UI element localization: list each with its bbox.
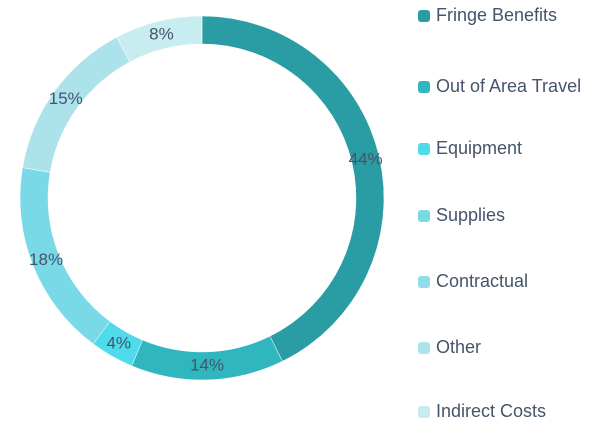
donut-slice <box>201 15 385 362</box>
data-label: 14% <box>190 355 224 374</box>
legend-label: Supplies <box>436 205 506 225</box>
data-label: 15% <box>49 89 83 108</box>
legend-item: Out of Area Travel <box>418 76 586 97</box>
legend-label: Contractual <box>436 271 529 291</box>
legend-label: Out of Area Travel <box>436 76 582 96</box>
legend-swatch <box>418 276 430 288</box>
legend-item: Indirect Costs <box>418 401 586 422</box>
data-label: 4% <box>106 333 131 352</box>
legend-item: Supplies <box>418 205 586 226</box>
legend-swatch <box>418 406 430 418</box>
legend-swatch <box>418 342 430 354</box>
legend-swatch <box>418 210 430 222</box>
legend-swatch <box>418 10 430 22</box>
legend-label: Other <box>436 337 482 357</box>
data-label: 18% <box>29 250 63 269</box>
legend-label: Indirect Costs <box>436 401 547 421</box>
data-label: 8% <box>149 24 174 43</box>
legend-item: Equipment <box>418 138 586 159</box>
legend-item: Other <box>418 337 586 358</box>
donut-slice <box>116 15 203 63</box>
legend-item: Fringe Benefits <box>418 5 586 26</box>
legend-label: Equipment <box>436 138 523 158</box>
legend-item: Contractual <box>418 271 586 292</box>
legend-swatch <box>418 81 430 93</box>
data-label: 44% <box>349 149 383 168</box>
legend-swatch <box>418 143 430 155</box>
legend-label: Fringe Benefits <box>436 5 558 25</box>
